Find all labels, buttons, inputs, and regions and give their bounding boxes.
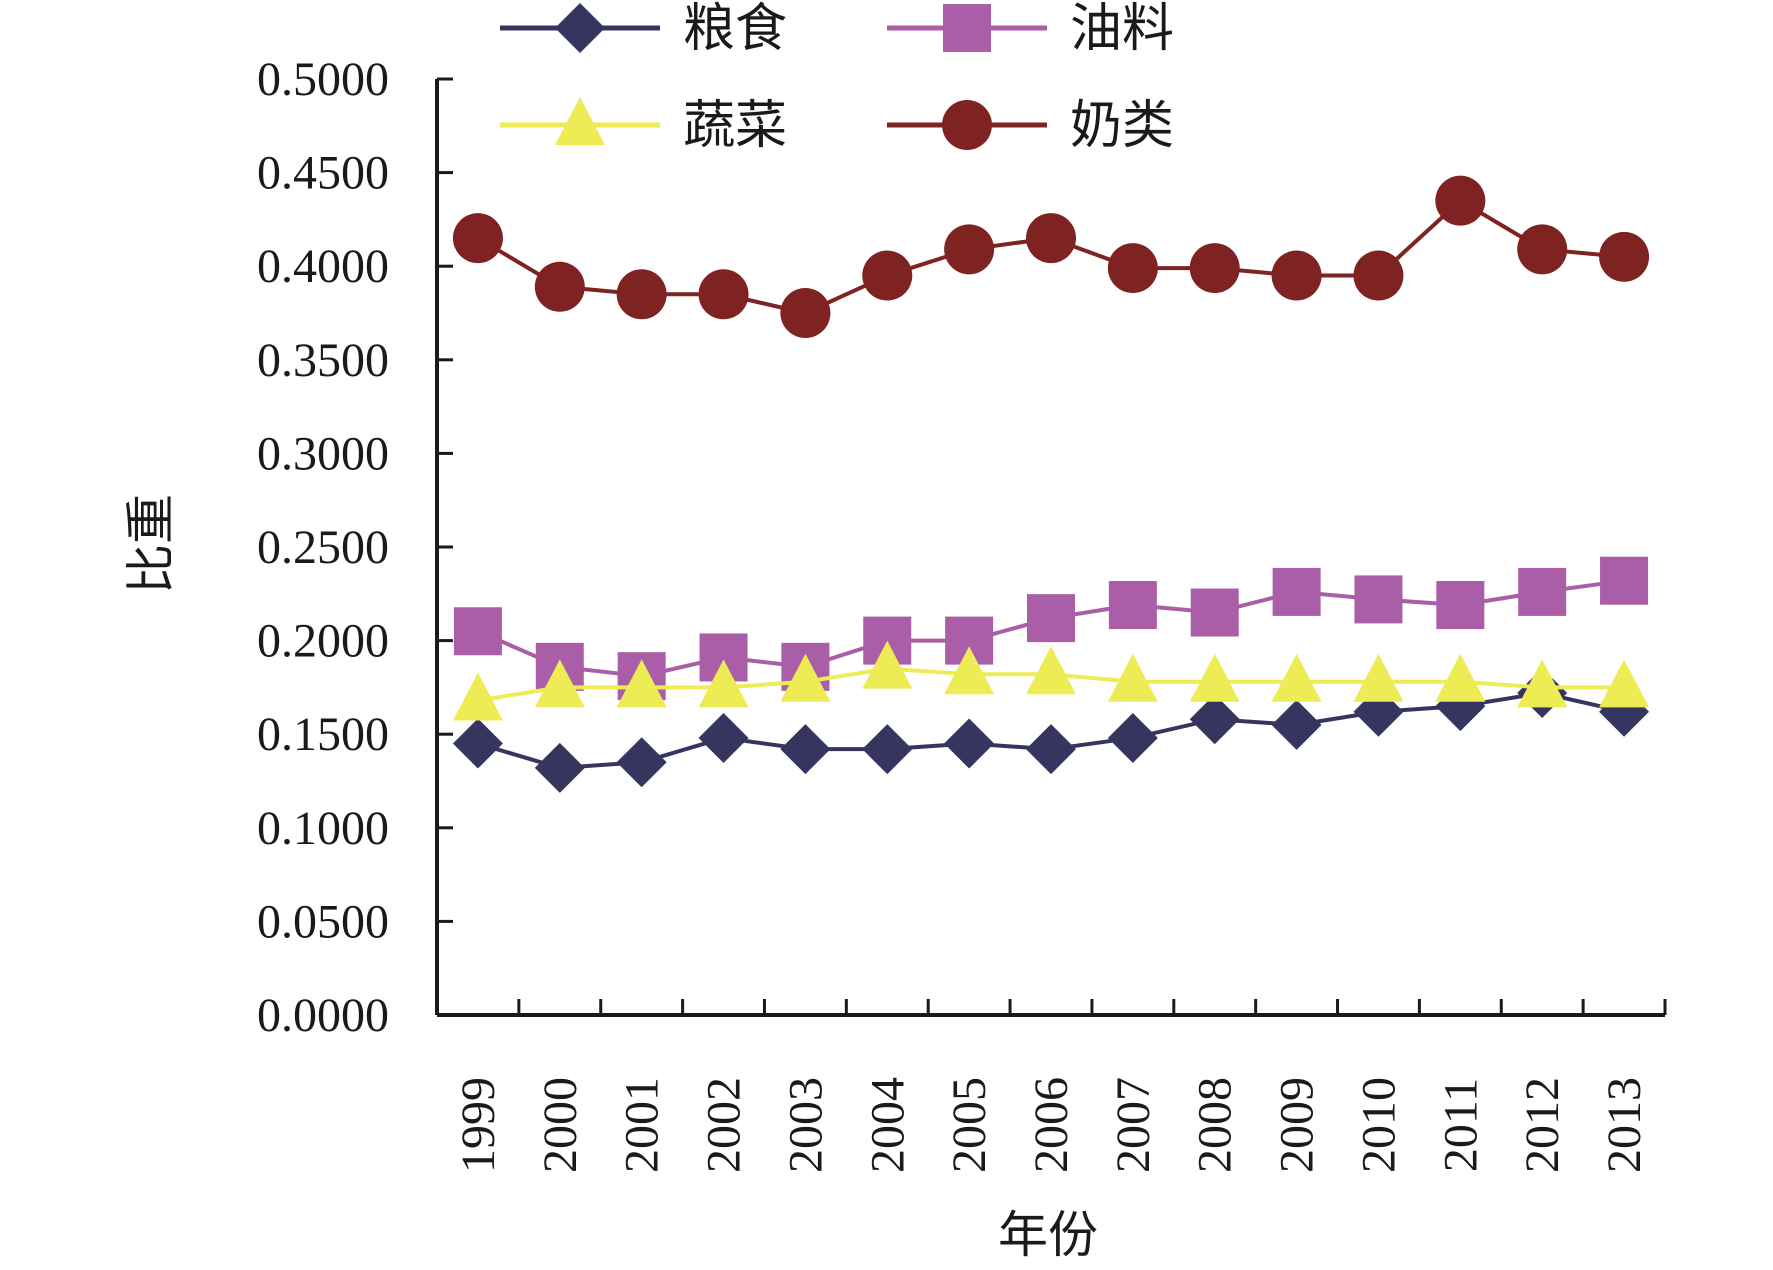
x-tick-label: 1999 xyxy=(452,1077,505,1173)
series-circle xyxy=(452,175,1650,338)
data-point xyxy=(1026,646,1076,695)
legend-label: 粮食 xyxy=(683,0,787,59)
data-point xyxy=(1107,712,1158,763)
legend-marker xyxy=(555,3,605,53)
data-point xyxy=(780,653,831,702)
legend-label: 蔬菜 xyxy=(683,96,787,156)
data-point xyxy=(944,224,995,275)
data-point xyxy=(1026,724,1076,775)
data-point xyxy=(1107,243,1158,294)
data-point xyxy=(944,646,995,695)
y-tick-label: 0.3500 xyxy=(257,334,389,387)
data-point xyxy=(1108,581,1157,630)
legend-label: 油料 xyxy=(1070,0,1174,59)
x-tick-label: 2002 xyxy=(698,1077,751,1173)
data-point xyxy=(1436,581,1485,630)
y-axis-title: 比重 xyxy=(122,494,180,594)
data-point xyxy=(1353,250,1404,301)
data-point xyxy=(1271,699,1322,750)
data-point xyxy=(452,718,503,769)
data-point xyxy=(1518,567,1567,616)
y-tick-label: 0.4000 xyxy=(257,240,389,293)
data-point xyxy=(1599,659,1650,708)
y-tick-label: 0.5000 xyxy=(257,53,389,106)
x-tick-label: 2013 xyxy=(1598,1077,1651,1173)
y-tick-label: 0.4500 xyxy=(257,147,389,200)
legend-label: 奶类 xyxy=(1070,96,1174,156)
data-point xyxy=(453,607,502,656)
x-tick-label: 2003 xyxy=(779,1077,832,1173)
data-point xyxy=(534,742,585,793)
data-point xyxy=(1600,556,1649,605)
data-point xyxy=(1026,213,1076,264)
data-point xyxy=(1435,653,1486,702)
data-point xyxy=(1271,653,1322,702)
legend-item: 油料 xyxy=(887,0,1174,59)
data-point xyxy=(698,712,749,763)
data-point xyxy=(452,213,503,264)
data-point xyxy=(1027,594,1075,643)
data-point xyxy=(616,269,667,320)
legend-marker xyxy=(555,97,605,145)
y-tick-label: 0.0000 xyxy=(257,989,389,1042)
chart-series xyxy=(452,175,1650,793)
data-point xyxy=(1517,224,1568,275)
data-point xyxy=(698,269,749,320)
data-point xyxy=(862,250,913,301)
series-diamond xyxy=(452,668,1650,793)
data-point xyxy=(616,659,667,708)
x-tick-label: 2008 xyxy=(1189,1077,1242,1173)
legend-item: 蔬菜 xyxy=(500,96,787,156)
x-tick-label: 2006 xyxy=(1025,1077,1078,1173)
data-point xyxy=(1272,567,1321,616)
data-point xyxy=(780,288,831,338)
legend-item: 粮食 xyxy=(500,0,787,59)
legend-marker xyxy=(943,4,991,52)
data-point xyxy=(1435,175,1486,226)
data-point xyxy=(1190,588,1239,637)
data-point xyxy=(1189,694,1240,745)
x-tick-label: 2007 xyxy=(1107,1077,1160,1173)
data-point xyxy=(452,672,503,721)
data-point xyxy=(944,718,995,769)
data-point xyxy=(1599,231,1650,282)
data-point xyxy=(1353,653,1404,702)
data-point xyxy=(1517,659,1568,708)
x-axis-title: 年份 xyxy=(998,1206,1098,1264)
y-tick-label: 0.1500 xyxy=(257,708,389,761)
x-tick-label: 2012 xyxy=(1516,1077,1569,1173)
y-tick-label: 0.2500 xyxy=(257,521,389,574)
data-point xyxy=(862,724,913,775)
y-tick-label: 0.0500 xyxy=(257,895,389,948)
data-point xyxy=(534,659,585,708)
data-point xyxy=(862,640,913,689)
x-tick-label: 2000 xyxy=(534,1077,587,1173)
data-point xyxy=(534,261,585,312)
data-point xyxy=(1271,250,1322,301)
data-point xyxy=(1189,243,1240,294)
x-tick-label: 2011 xyxy=(1434,1078,1487,1172)
y-tick-label: 0.1000 xyxy=(257,802,389,855)
x-tick-label: 2001 xyxy=(616,1077,669,1173)
x-tick-label: 2005 xyxy=(943,1077,996,1173)
y-tick-label: 0.2000 xyxy=(257,615,389,668)
chart-axes: 0.0000 0.0500 0.1000 0.1500 0.2000 0.2500 0.30… xyxy=(257,53,1667,1173)
data-point xyxy=(1107,653,1158,702)
data-point xyxy=(1189,653,1240,702)
x-tick-label: 2010 xyxy=(1352,1077,1405,1173)
x-tick-label: 2009 xyxy=(1271,1077,1324,1173)
x-tick-label: 2004 xyxy=(861,1077,914,1173)
data-point xyxy=(698,659,749,708)
series-triangle xyxy=(452,640,1650,721)
legend-item: 奶类 xyxy=(887,96,1174,156)
y-tick-label: 0.3000 xyxy=(257,427,389,480)
data-point xyxy=(1354,575,1403,624)
data-point xyxy=(616,737,667,788)
data-point xyxy=(780,724,831,775)
legend-marker xyxy=(942,100,992,150)
